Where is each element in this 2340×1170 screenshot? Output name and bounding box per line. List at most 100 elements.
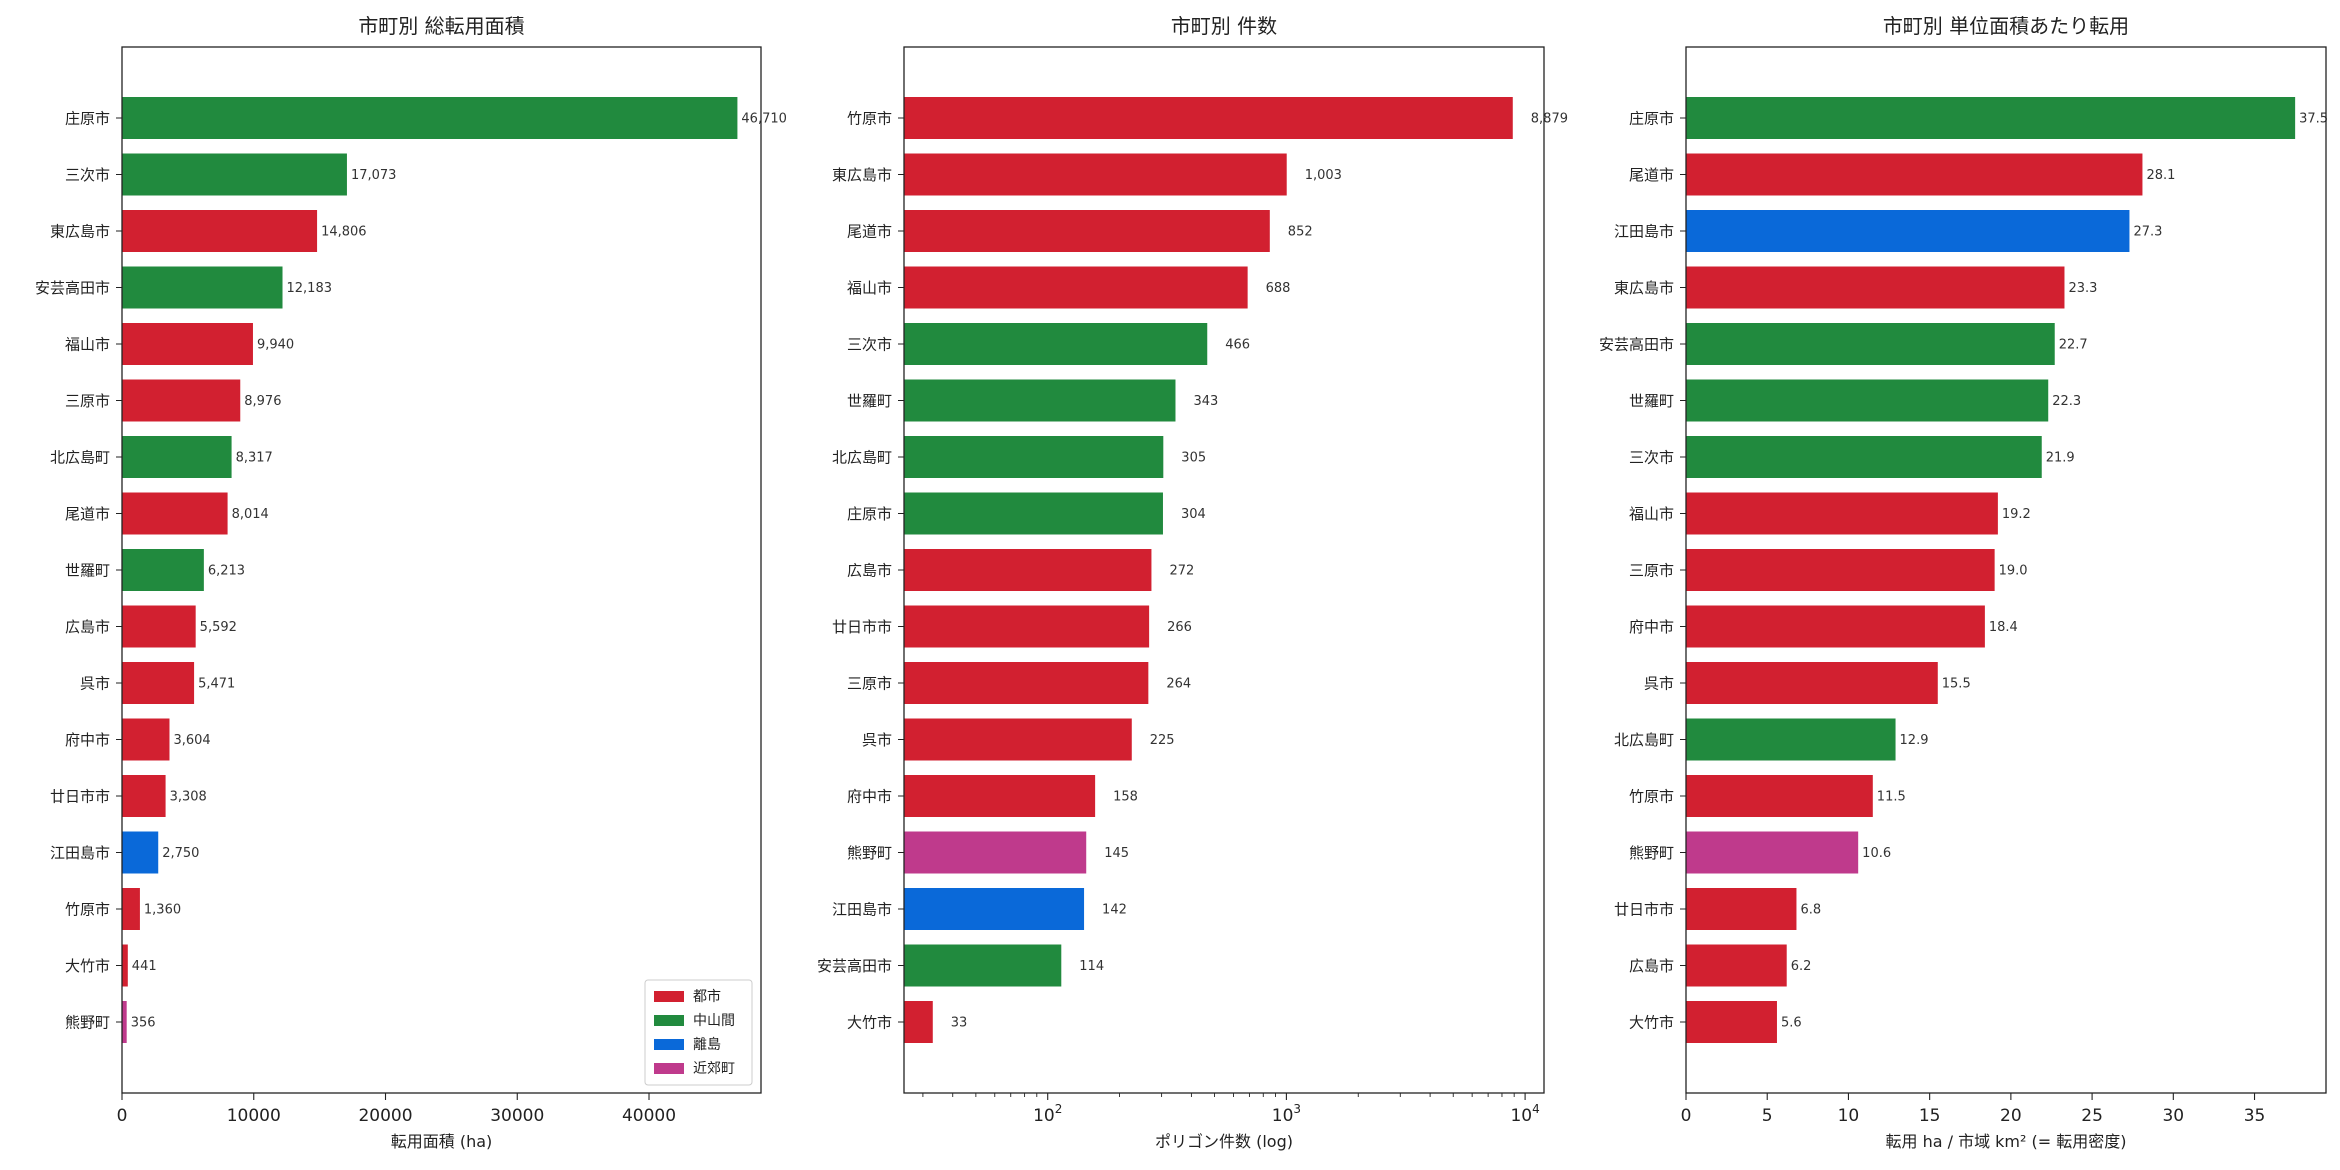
ytick-label: 三次市	[1629, 449, 1674, 467]
xtick-label: 0	[117, 1106, 128, 1126]
data-label: 266	[1167, 620, 1192, 635]
bar	[1686, 888, 1797, 930]
data-label: 264	[1166, 677, 1191, 692]
ytick-label: 府中市	[847, 788, 892, 806]
xtick-label: 30000	[490, 1106, 544, 1126]
bar	[1686, 436, 2042, 478]
bar	[904, 831, 1087, 874]
data-label: 21.9	[2046, 451, 2075, 466]
ytick-label: 江田島市	[832, 901, 892, 919]
bar	[1686, 718, 1896, 761]
ytick-label: 呉市	[1644, 675, 1674, 693]
xtick-label: 10	[1838, 1106, 1860, 1126]
ytick-label: 東広島市	[832, 166, 892, 184]
bar	[904, 944, 1062, 987]
data-label: 8,976	[244, 394, 281, 409]
ytick-label: 大竹市	[847, 1014, 892, 1032]
xtick-label: 0	[1681, 1106, 1692, 1126]
bar	[122, 266, 283, 309]
ytick-label: 廿日市市	[50, 788, 110, 806]
xtick-label: 5	[1762, 1106, 1773, 1126]
ytick-label: 江田島市	[1614, 223, 1674, 241]
bar	[1686, 831, 1859, 874]
ytick-label: 尾道市	[65, 505, 110, 523]
ytick-label: 熊野町	[1629, 844, 1674, 862]
data-label: 1,360	[144, 903, 181, 918]
ytick-label: 東広島市	[1614, 279, 1674, 297]
data-label: 8,879	[1531, 112, 1568, 127]
bar	[1686, 1001, 1777, 1043]
x-axis-label: 転用面積 (ha)	[391, 1132, 493, 1151]
ytick-label: 三次市	[847, 336, 892, 354]
data-label: 2,750	[162, 846, 199, 861]
data-label: 1,003	[1305, 168, 1342, 183]
data-label: 852	[1288, 225, 1313, 240]
bar	[1686, 210, 2130, 252]
data-label: 304	[1181, 507, 1206, 522]
legend-swatch	[654, 991, 684, 1002]
bar	[122, 153, 347, 196]
bar	[904, 549, 1152, 591]
xtick-label: 35	[2244, 1106, 2266, 1126]
ytick-label: 大竹市	[1629, 1014, 1674, 1032]
bar	[122, 323, 253, 365]
bar	[1686, 775, 1873, 817]
data-label: 12,183	[287, 281, 333, 296]
ytick-label: 北広島町	[1614, 731, 1674, 749]
data-label: 5,592	[200, 620, 237, 635]
bar	[122, 436, 232, 478]
ytick-label: 広島市	[1629, 957, 1674, 975]
xtick-label: 20000	[358, 1106, 412, 1126]
data-label: 441	[132, 959, 157, 974]
bar	[904, 718, 1132, 761]
ytick-label: 北広島町	[832, 449, 892, 467]
data-label: 46,710	[741, 112, 787, 127]
ytick-label: 竹原市	[65, 901, 110, 919]
ytick-label: 安芸高田市	[1599, 336, 1674, 354]
bar	[122, 605, 196, 648]
data-label: 19.0	[1999, 564, 2028, 579]
bar	[1686, 153, 2143, 196]
ytick-label: 福山市	[65, 336, 110, 354]
bar	[122, 210, 318, 252]
ytick-label: 庄原市	[65, 110, 110, 128]
data-label: 305	[1181, 451, 1206, 466]
bar	[122, 775, 166, 817]
xtick-label: 15	[1919, 1106, 1941, 1126]
data-label: 3,308	[170, 790, 207, 805]
bar	[1686, 944, 1787, 987]
data-label: 466	[1225, 338, 1250, 353]
ytick-label: 竹原市	[847, 110, 892, 128]
ytick-label: 府中市	[1629, 618, 1674, 636]
xtick-label: 40000	[622, 1106, 676, 1126]
data-label: 272	[1169, 564, 1194, 579]
ytick-label: 竹原市	[1629, 788, 1674, 806]
bar	[1686, 266, 2065, 309]
ytick-label: 庄原市	[847, 505, 892, 523]
ytick-label: 熊野町	[847, 844, 892, 862]
ytick-label: 世羅町	[65, 562, 110, 580]
data-label: 23.3	[2068, 281, 2097, 296]
legend-label: 都市	[693, 988, 721, 1005]
data-label: 17,073	[351, 168, 397, 183]
data-label: 8,014	[232, 507, 269, 522]
bar	[122, 492, 228, 535]
data-label: 9,940	[257, 338, 294, 353]
data-label: 145	[1104, 846, 1129, 861]
data-label: 18.4	[1989, 620, 2018, 635]
ytick-label: 尾道市	[847, 223, 892, 241]
bar	[1686, 379, 2049, 422]
data-label: 14,806	[321, 225, 367, 240]
bar	[122, 944, 128, 987]
legend-swatch	[654, 1063, 684, 1074]
ytick-label: 福山市	[847, 279, 892, 297]
ytick-label: 三原市	[847, 675, 892, 693]
legend-box	[644, 979, 753, 1086]
bar	[122, 831, 159, 874]
bar	[904, 323, 1208, 365]
